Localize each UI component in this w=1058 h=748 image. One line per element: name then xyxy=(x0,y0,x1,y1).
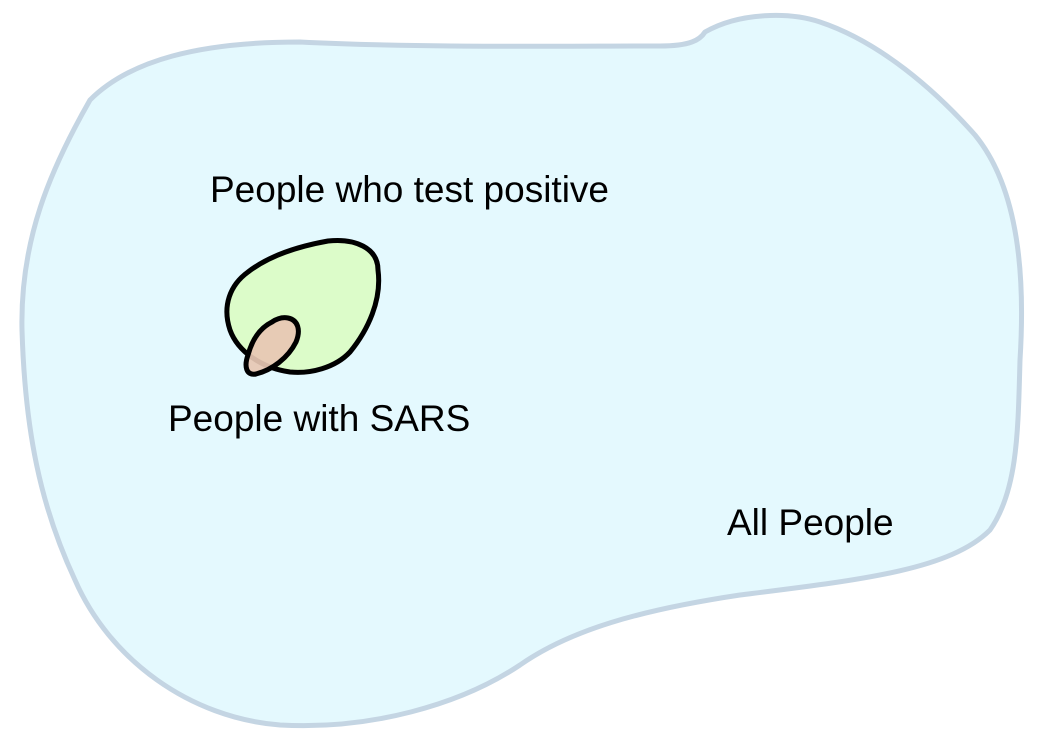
sars-label: People with SARS xyxy=(168,398,470,439)
test-positive-label: People who test positive xyxy=(210,169,609,210)
all-people-label: All People xyxy=(727,502,894,543)
all-people-region xyxy=(19,12,1025,729)
sars-region xyxy=(243,315,301,377)
